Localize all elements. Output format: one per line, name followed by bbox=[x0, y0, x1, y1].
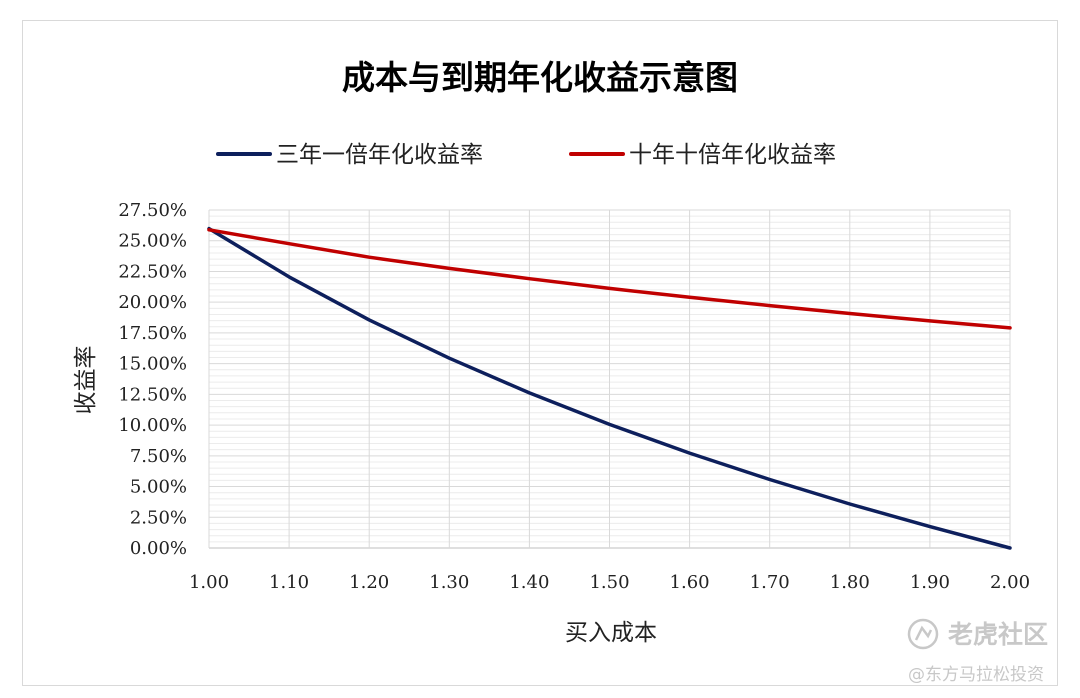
y-tick-label: 10.00% bbox=[118, 415, 187, 436]
y-tick-label: 20.00% bbox=[118, 292, 187, 313]
y-axis-title: 收益率 bbox=[73, 346, 99, 415]
x-tick-label: 1.50 bbox=[589, 572, 629, 593]
x-tick-label: 1.90 bbox=[910, 572, 950, 593]
tiger-logo-mark-icon bbox=[914, 625, 933, 641]
legend-label-series-1: 三年一倍年化收益率 bbox=[276, 142, 483, 168]
x-tick-label: 1.60 bbox=[670, 572, 710, 593]
x-tick-label: 1.80 bbox=[830, 572, 870, 593]
x-tick-label: 1.70 bbox=[750, 572, 790, 593]
chart-title: 成本与到期年化收益示意图 bbox=[342, 58, 738, 97]
legend: 三年一倍年化收益率 十年十倍年化收益率 bbox=[216, 142, 836, 168]
x-axis-tick-labels: 1.00 1.10 1.20 1.30 1.40 1.50 1.60 1.70 1.80 1.90… bbox=[189, 572, 1030, 593]
watermark-handle: @东方马拉松投资 bbox=[908, 665, 1044, 685]
series-line-2 bbox=[207, 228, 1012, 330]
x-tick-label: 1.00 bbox=[189, 572, 229, 593]
legend-label-series-2: 十年十倍年化收益率 bbox=[629, 142, 836, 168]
major-gridlines bbox=[208, 209, 1011, 549]
y-tick-label: 0.00% bbox=[130, 538, 187, 559]
series-lines bbox=[207, 226, 1012, 550]
y-axis-tick-labels: 0.00% 2.50% 5.00% 7.50% 10.00% 12.50% 15.00% 17… bbox=[118, 200, 187, 559]
y-tick-label: 7.50% bbox=[130, 446, 187, 467]
y-tick-label: 12.50% bbox=[118, 384, 187, 405]
y-tick-label: 22.50% bbox=[118, 261, 187, 282]
chart-frame bbox=[22, 20, 1058, 686]
watermark: 老虎社区 @东方马拉松投资 bbox=[907, 618, 1048, 685]
y-tick-label: 15.00% bbox=[118, 354, 187, 375]
x-tick-label: 2.00 bbox=[990, 572, 1030, 593]
series-line-1 bbox=[207, 226, 1012, 550]
x-tick-label: 1.20 bbox=[349, 572, 389, 593]
tiger-logo-icon bbox=[907, 618, 939, 650]
x-tick-label: 1.10 bbox=[269, 572, 309, 593]
x-axis-title: 买入成本 bbox=[565, 620, 657, 646]
y-tick-label: 2.50% bbox=[130, 507, 187, 528]
y-tick-label: 5.00% bbox=[130, 477, 187, 498]
y-tick-label: 17.50% bbox=[118, 323, 187, 344]
y-tick-label: 25.00% bbox=[118, 231, 187, 252]
x-tick-label: 1.40 bbox=[509, 572, 549, 593]
x-tick-label: 1.30 bbox=[429, 572, 469, 593]
y-tick-label: 27.50% bbox=[118, 200, 187, 221]
watermark-brand: 老虎社区 bbox=[948, 620, 1048, 649]
